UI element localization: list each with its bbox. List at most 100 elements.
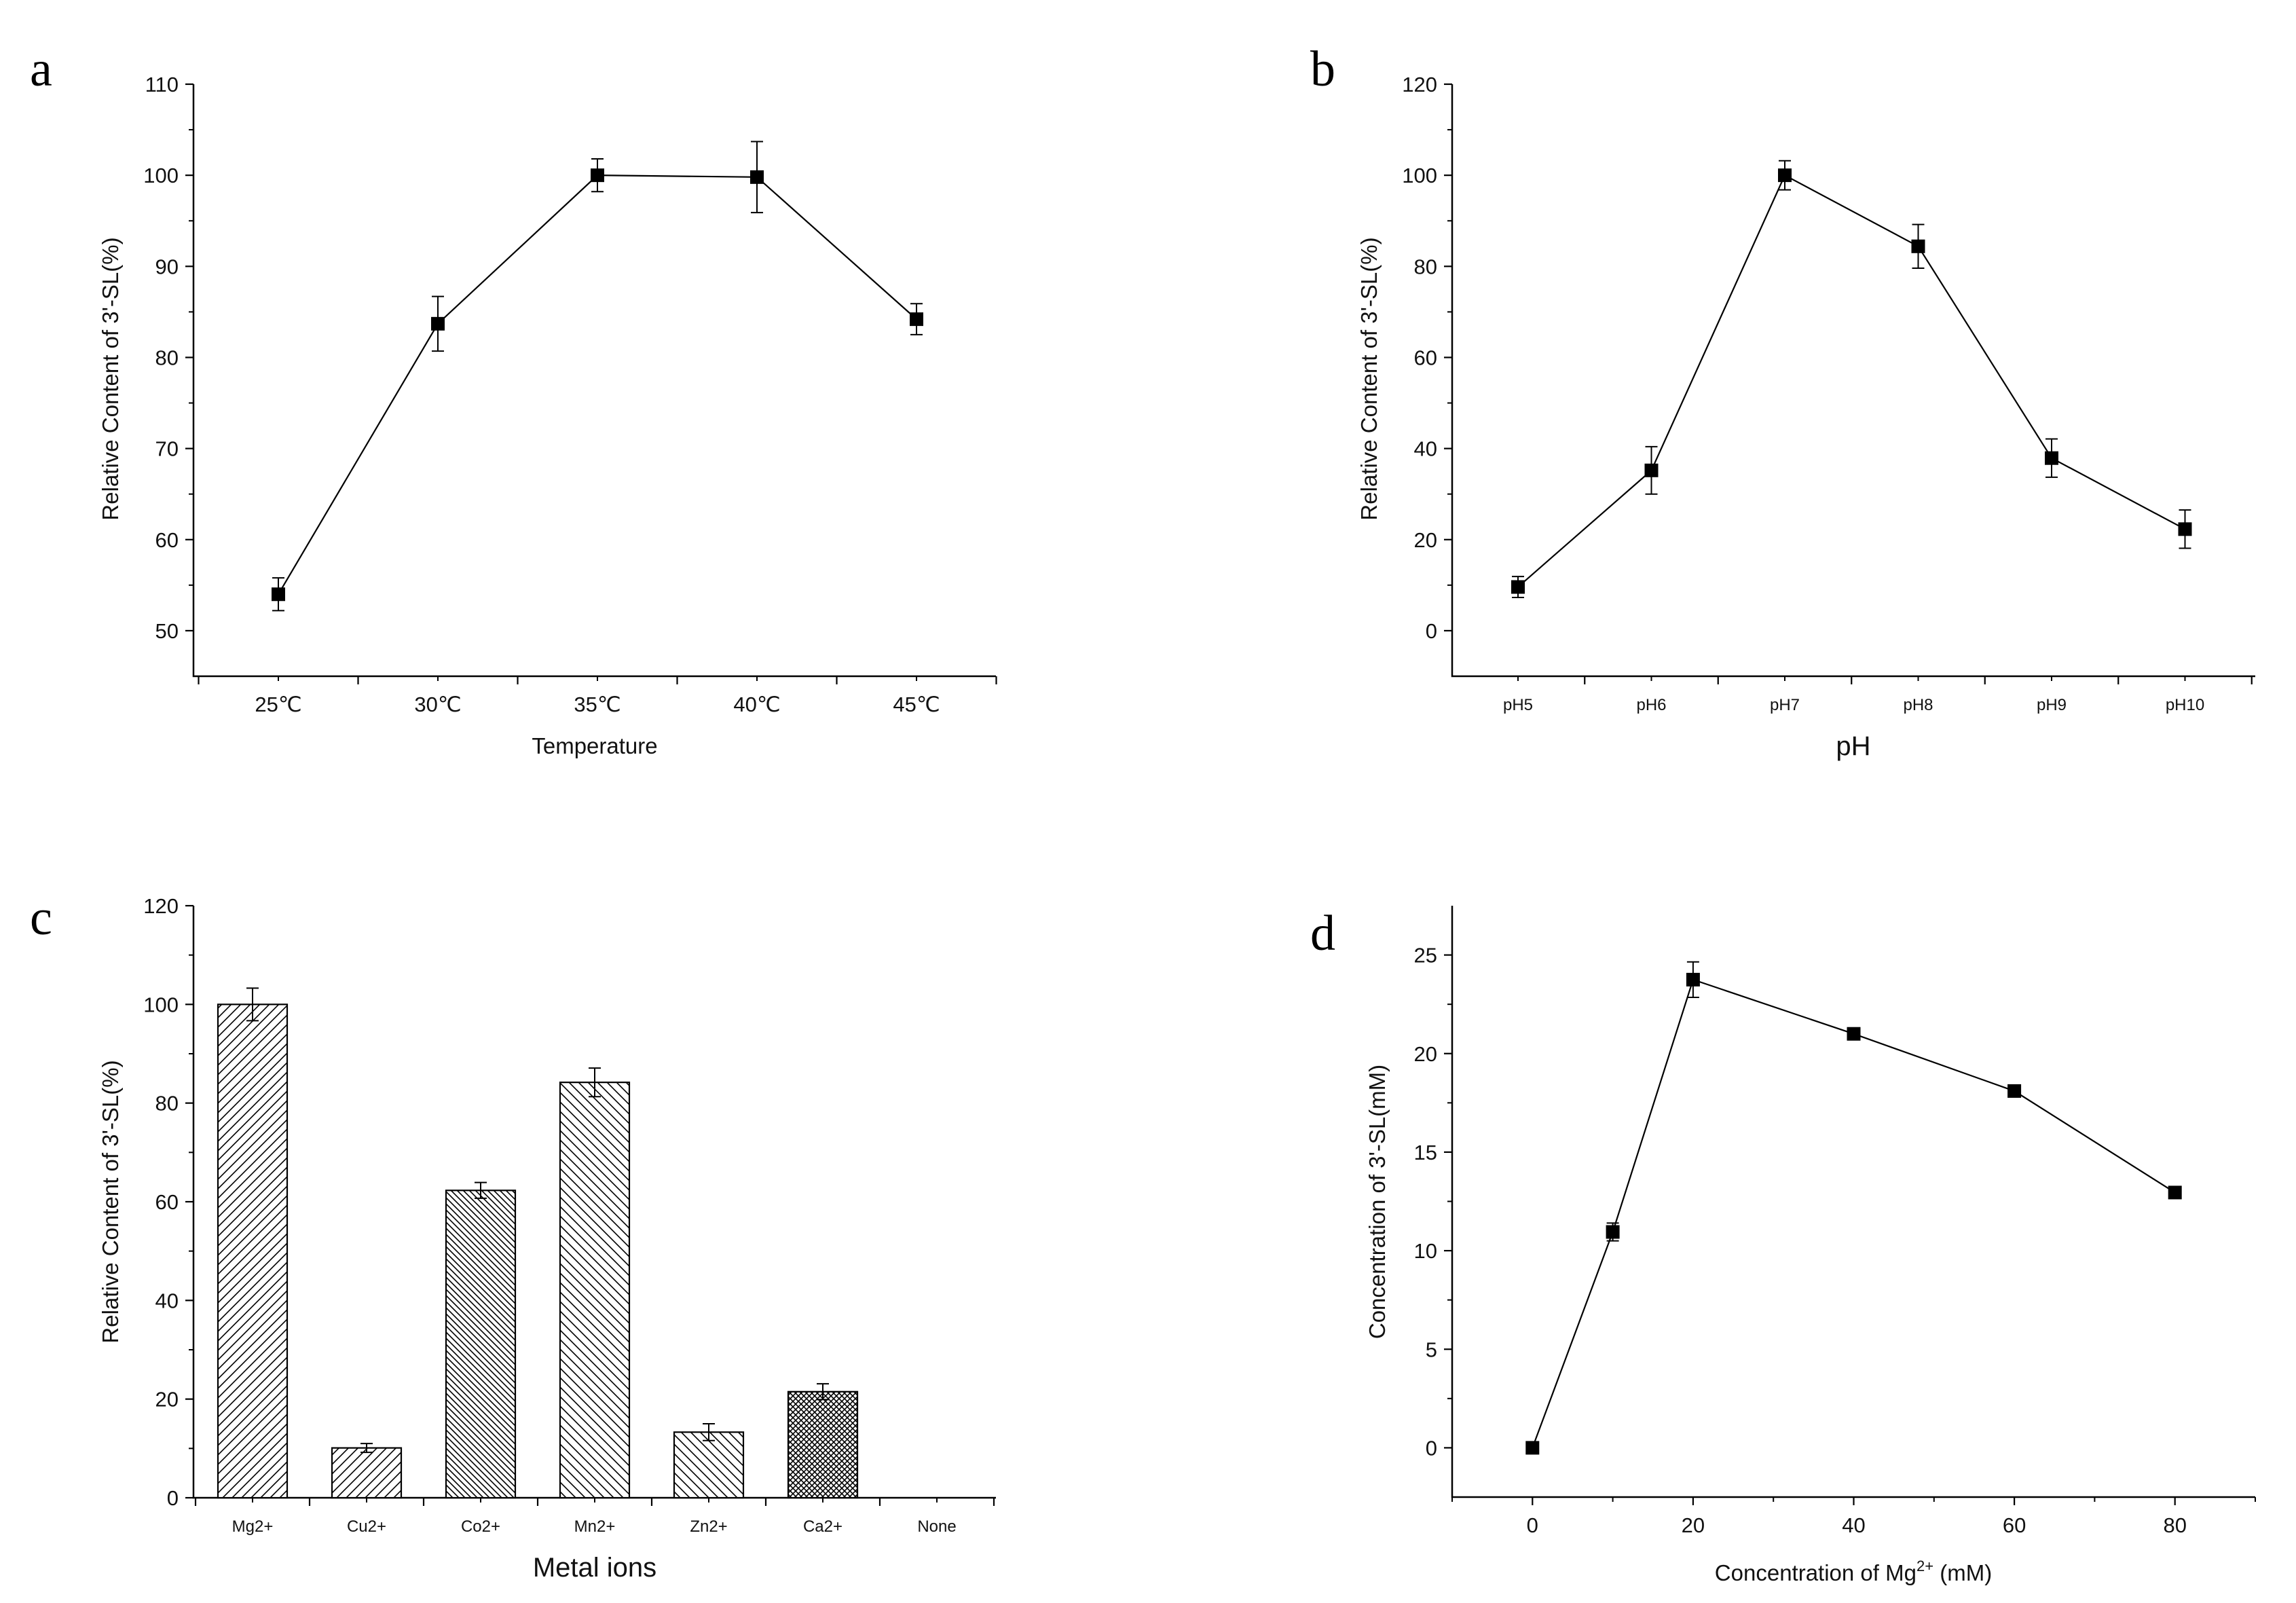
panel-b-point bbox=[1911, 239, 1925, 253]
panel-b-series-line bbox=[1517, 174, 2186, 588]
panel-b-point bbox=[1644, 463, 1659, 477]
panel-a-point bbox=[910, 312, 923, 327]
panel-a-xtick-label: 25℃ bbox=[255, 693, 301, 716]
panel-c-bar bbox=[787, 1390, 859, 1499]
panel-d-xlabel-suffix: (mM) bbox=[1933, 1560, 1992, 1585]
panel-b-point bbox=[2045, 451, 2058, 465]
panel-a-point bbox=[272, 587, 285, 602]
panel-c-xtick-label: Co2+ bbox=[461, 1517, 500, 1536]
panel-letter-d: d bbox=[1310, 906, 1335, 961]
panel-d-axes bbox=[1451, 906, 2255, 1498]
panel-b-ticks: 0 20 40 60 80 100 120 pH5 pH6 pH7 pH8 pH9 pH10 bbox=[1402, 73, 2253, 714]
panel-a-ytick-label: 90 bbox=[155, 255, 179, 278]
panel-a-ytick-label: 80 bbox=[155, 346, 179, 369]
panel-c-xtick-label: Cu2+ bbox=[347, 1517, 386, 1536]
panel-d-ticks: 0 5 10 15 20 25 0 20 40 60 80 bbox=[1414, 944, 2256, 1537]
panel-d-point bbox=[1686, 972, 1700, 987]
panel-letter-a: a bbox=[30, 41, 52, 97]
panel-d-ytick-label: 5 bbox=[1426, 1338, 1437, 1361]
panel-c-ytick-label: 40 bbox=[155, 1289, 179, 1312]
panel-c-bar bbox=[673, 1431, 745, 1499]
panel-a-ylabel: Relative Content of 3'-SL(%) bbox=[98, 237, 123, 520]
panel-d-xtick-label: 60 bbox=[2003, 1513, 2026, 1537]
panel-c-ytick-label: 100 bbox=[143, 993, 179, 1016]
panel-c-marks bbox=[217, 987, 859, 1499]
panel-d-ytick-label: 25 bbox=[1414, 944, 1437, 968]
panel-d-xtick-label: 80 bbox=[2163, 1513, 2186, 1537]
panel-d-xtick-label: 20 bbox=[1682, 1513, 1705, 1537]
panel-a-ytick-label: 70 bbox=[155, 437, 179, 461]
panel-b-ytick-label: 0 bbox=[1426, 619, 1437, 643]
panel-c-bar bbox=[559, 1082, 631, 1499]
panel-c-xlabel: Metal ions bbox=[533, 1553, 656, 1583]
panel-c-xtick-label: None bbox=[917, 1517, 956, 1536]
panel-a-ytick-label: 50 bbox=[155, 619, 179, 643]
panel-d-point bbox=[2007, 1084, 2022, 1098]
chart-panel-d: Concentration of 3'-SL(mM) Concentration… bbox=[1365, 906, 2256, 1585]
panel-c-xtick-label: Mg2+ bbox=[232, 1517, 274, 1536]
panel-d-point bbox=[1606, 1225, 1620, 1239]
panel-b-axes bbox=[1451, 84, 2255, 678]
panel-d-point bbox=[1525, 1441, 1540, 1455]
chart-panel-c: Relative Content of 3'-SL(%) Metal ions … bbox=[98, 894, 996, 1583]
panel-c-ytick-label: 0 bbox=[167, 1486, 179, 1510]
chart-panel-a: Relative Content of 3'-SL(%) Temperature… bbox=[98, 73, 997, 758]
panel-d-ylabel: Concentration of 3'-SL(mM) bbox=[1365, 1065, 1390, 1339]
panel-d-xlabel-sup: 2+ bbox=[1917, 1558, 1933, 1574]
panel-b-xtick-label: pH7 bbox=[1770, 696, 1800, 714]
panel-b-ytick-label: 80 bbox=[1414, 255, 1437, 278]
panel-b-ylabel: Relative Content of 3'-SL(%) bbox=[1356, 237, 1382, 520]
panel-d-xtick-label: 40 bbox=[1842, 1513, 1865, 1537]
panel-b-point bbox=[1511, 580, 1525, 594]
panel-a-ticks: 50 60 70 80 90 100 110 25℃ 30℃ 35℃ 40℃ 45℃ bbox=[143, 73, 997, 716]
panel-d-xtick-label: 0 bbox=[1527, 1513, 1538, 1537]
panel-b-xtick-label: pH8 bbox=[1903, 696, 1933, 714]
panel-c-ytick-label: 80 bbox=[155, 1092, 179, 1116]
panel-b-xtick-label: pH10 bbox=[2166, 696, 2204, 714]
panel-b-ytick-label: 40 bbox=[1414, 437, 1437, 461]
panel-d-ytick-label: 15 bbox=[1414, 1141, 1437, 1164]
panel-letter-c: c bbox=[30, 890, 52, 946]
panel-a-xlabel: Temperature bbox=[532, 733, 657, 758]
panel-d-ytick-label: 10 bbox=[1414, 1239, 1437, 1263]
panel-a-ytick-label: 110 bbox=[145, 73, 179, 96]
panel-d-marks bbox=[1525, 961, 2182, 1455]
panel-b-xlabel: pH bbox=[1836, 731, 1870, 761]
panel-a-series-line bbox=[278, 174, 917, 595]
panel-c-bar bbox=[445, 1190, 517, 1499]
panel-a-point bbox=[591, 168, 604, 183]
panel-c-xtick-label: Zn2+ bbox=[690, 1517, 727, 1536]
panel-d-point bbox=[1847, 1027, 1861, 1041]
panel-b-point bbox=[1778, 168, 1792, 183]
panel-d-series-line bbox=[1532, 978, 2176, 1448]
panel-a-marks bbox=[272, 141, 923, 612]
panel-a-xtick-label: 40℃ bbox=[733, 693, 780, 716]
panel-a-ytick-label: 60 bbox=[155, 528, 179, 552]
panel-a-axes bbox=[192, 84, 996, 678]
panel-d-point bbox=[2168, 1185, 2182, 1200]
panel-a-point bbox=[431, 316, 445, 331]
panel-d-xlabel: Concentration of Mg2+ (mM) bbox=[1715, 1558, 1992, 1585]
chart-panel-b: Relative Content of 3'-SL(%) pH 0 20 40 60 8… bbox=[1356, 73, 2255, 761]
panel-c-bar bbox=[217, 1003, 289, 1499]
panel-a-xtick-label: 45℃ bbox=[893, 693, 940, 716]
panel-c-xtick-label: Ca2+ bbox=[803, 1517, 843, 1536]
panel-a-point bbox=[750, 170, 764, 184]
panel-b-ytick-label: 100 bbox=[1402, 164, 1437, 187]
panel-b-xtick-label: pH6 bbox=[1636, 696, 1666, 714]
panel-a-xtick-label: 35℃ bbox=[574, 693, 621, 716]
panel-b-xtick-label: pH9 bbox=[2037, 696, 2067, 714]
panel-c-ytick-label: 120 bbox=[143, 894, 179, 918]
panel-c-ylabel: Relative Content of 3'-SL(%) bbox=[98, 1060, 123, 1343]
panel-a-ytick-label: 100 bbox=[143, 164, 179, 187]
panel-d-ytick-label: 20 bbox=[1414, 1042, 1437, 1066]
panel-a-xtick-label: 30℃ bbox=[414, 693, 461, 716]
panel-d-ytick-label: 0 bbox=[1426, 1436, 1437, 1460]
panel-c-bar bbox=[331, 1447, 403, 1499]
panel-b-ytick-label: 20 bbox=[1414, 528, 1437, 552]
panel-b-ytick-label: 60 bbox=[1414, 346, 1437, 369]
panel-letter-b: b bbox=[1310, 41, 1335, 97]
panel-b-point bbox=[2178, 522, 2192, 536]
panel-c-ticks: 0 20 40 60 80 100 120 Mg2+ Cu2+ Co2+ Mn2+ Zn2+ Ca2+ N… bbox=[143, 894, 995, 1536]
